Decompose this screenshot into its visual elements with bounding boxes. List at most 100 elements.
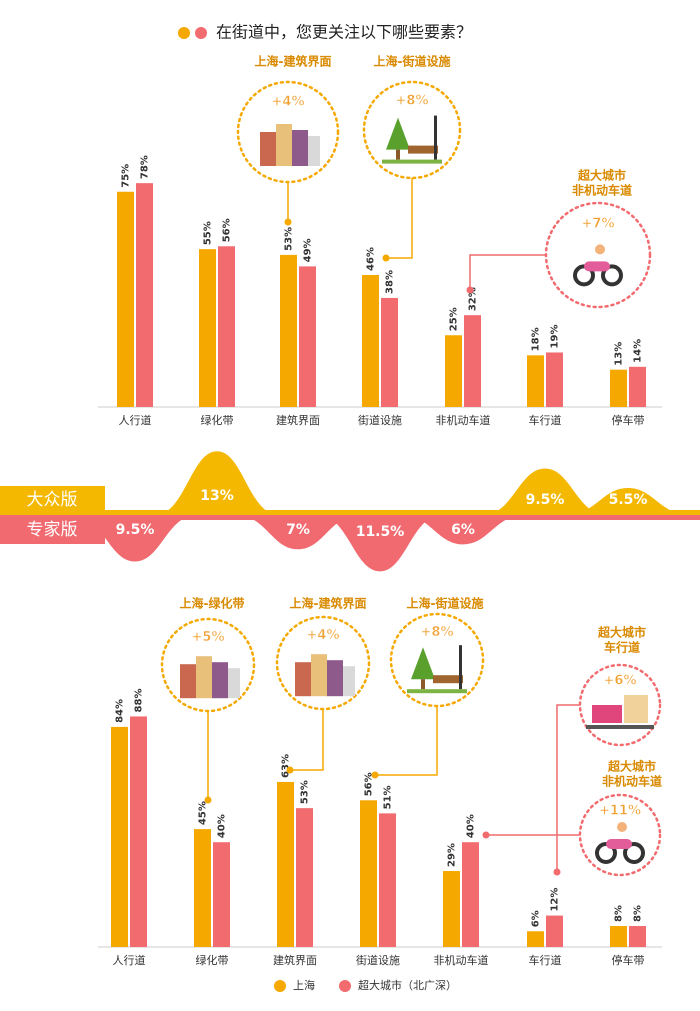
x-tick-label: 非机动车道 — [436, 413, 491, 427]
x-tick-label: 人行道 — [113, 953, 146, 967]
connector — [469, 254, 546, 290]
band-label: 7% — [286, 522, 310, 538]
bar — [130, 716, 147, 947]
data-label: 88% — [134, 689, 145, 713]
bar — [629, 926, 646, 947]
x-tick-label: 车行道 — [529, 413, 562, 427]
data-label: 29% — [447, 843, 458, 867]
data-label: 46% — [366, 247, 377, 271]
icon-shape — [343, 666, 355, 697]
data-label: 25% — [449, 307, 460, 331]
icon-shape — [386, 117, 410, 150]
callout-label: 车行道 — [604, 640, 640, 655]
connector-dot — [382, 254, 390, 262]
x-tick-label: 街道设施 — [358, 413, 402, 427]
band-strip — [0, 510, 700, 515]
band-bump — [483, 468, 607, 515]
data-label: 49% — [303, 238, 314, 262]
x-tick-label: 绿化带 — [201, 413, 234, 427]
callout-label: 上海-建筑界面 — [290, 596, 367, 611]
data-label: 53% — [300, 780, 311, 804]
band-name: 大众版 — [27, 490, 78, 510]
icon-shape — [433, 675, 463, 684]
bar — [462, 842, 479, 947]
icon-shape — [396, 149, 400, 160]
band-bump — [155, 451, 279, 515]
data-label: 56% — [222, 218, 233, 242]
callout-value: +4% — [272, 95, 305, 110]
icon-shape — [196, 656, 212, 699]
callout-value: +8% — [396, 94, 429, 109]
icon-shape — [601, 264, 623, 287]
bar — [527, 931, 544, 947]
icon-shape — [624, 695, 648, 723]
bar — [296, 808, 313, 947]
data-label: 19% — [550, 325, 561, 349]
x-tick-label: 街道设施 — [356, 953, 400, 967]
band-label: 11.5% — [356, 524, 405, 540]
band-tag — [0, 516, 105, 544]
bar — [379, 813, 396, 947]
icon-shape — [308, 136, 320, 166]
callout-label: 非机动车道 — [572, 183, 632, 198]
x-tick-label: 车行道 — [529, 953, 562, 967]
callout-label: 上海-绿化带 — [180, 596, 245, 611]
callout-value: +6% — [604, 674, 637, 689]
band-label: 5.5% — [609, 492, 648, 508]
data-label: 63% — [281, 754, 292, 778]
band-bump — [236, 515, 360, 550]
data-label: 75% — [121, 164, 132, 188]
bar — [381, 297, 398, 407]
connector-dot — [286, 766, 294, 774]
data-label: 12% — [550, 888, 561, 912]
icon-shape — [180, 664, 196, 699]
callout-label: 超大城市 — [597, 625, 646, 640]
bar — [445, 335, 462, 407]
legend-label: 超大城市（北广深） — [358, 978, 457, 992]
icon-shape — [592, 705, 622, 723]
icon-shape — [421, 679, 425, 690]
data-label: 8% — [633, 905, 644, 922]
callout-label: 超大城市 — [577, 168, 626, 183]
title: 在街道中，您更关注以下哪些要素？ — [216, 23, 472, 42]
connector — [386, 178, 413, 259]
bar — [443, 871, 460, 947]
data-label: 40% — [466, 814, 477, 838]
callout-label: 上海-街道设施 — [407, 596, 484, 611]
icon-shape — [407, 689, 467, 694]
icon-shape — [584, 261, 610, 272]
connector-dot — [553, 868, 561, 876]
connector-dot — [204, 796, 212, 804]
callout-circle — [578, 793, 662, 877]
x-tick-label: 停车带 — [612, 953, 645, 967]
callout-label: 超大城市 — [607, 759, 656, 774]
title-dot — [178, 27, 190, 39]
callout-label: 上海-建筑界面 — [255, 54, 332, 69]
icon-shape — [327, 660, 343, 697]
data-label: 56% — [364, 772, 375, 796]
band-name: 专家版 — [27, 520, 78, 540]
x-tick-label: 建筑界面 — [273, 953, 317, 967]
connector — [556, 704, 580, 872]
bar — [280, 254, 297, 407]
connector-dot — [482, 831, 490, 839]
connector-dot — [284, 218, 292, 226]
band-label: 13% — [200, 488, 234, 504]
icon-shape — [595, 244, 605, 255]
data-label: 55% — [203, 221, 214, 245]
legend-label: 上海 — [293, 978, 315, 992]
data-label: 40% — [217, 814, 228, 838]
icon-shape — [459, 645, 462, 690]
x-tick-label: 停车带 — [612, 413, 645, 427]
icon-shape — [606, 839, 632, 849]
band-label: 9.5% — [116, 522, 155, 538]
icon-shape — [408, 145, 438, 154]
band-bump — [401, 515, 525, 545]
data-label: 53% — [284, 227, 295, 251]
icon-shape — [228, 668, 240, 699]
icon-shape — [411, 647, 435, 680]
band-bump — [318, 515, 442, 572]
title-dot — [195, 27, 207, 39]
